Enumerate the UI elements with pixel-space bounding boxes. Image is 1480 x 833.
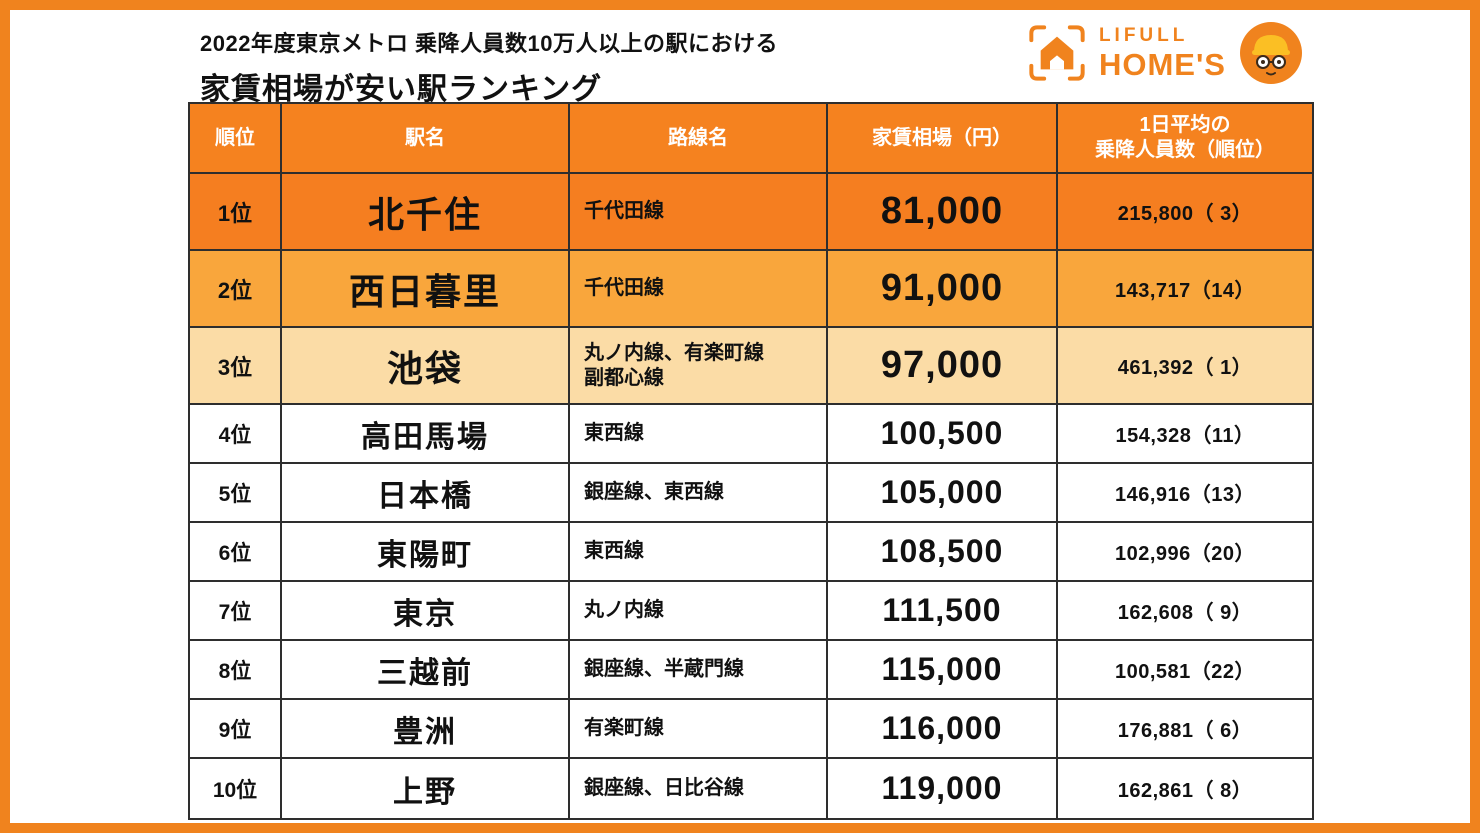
passengers-cell: 100,581（22） [1058,641,1312,700]
passengers-cell: 102,996（20） [1058,523,1312,582]
brand-homes-text: HOME'S [1098,47,1226,82]
passengers-cell: 176,881（ 6） [1058,700,1312,759]
header-station: 駅名 [282,104,570,174]
rent-cell: 115,000 [828,641,1058,700]
station-cell: 上野 [282,759,570,818]
brand-wordmark: LIFULL HOME'S [1099,26,1226,80]
line-cell: 有楽町線 [570,700,828,759]
passengers-cell: 143,717（14） [1058,251,1312,328]
passengers-cell: 461,392（ 1） [1058,328,1312,405]
line-cell: 銀座線、日比谷線 [570,759,828,818]
house-logo-icon [1029,25,1085,81]
rent-cell: 108,500 [828,523,1058,582]
station-cell: 西日暮里 [282,251,570,328]
rank-cell: 10位 [190,759,282,818]
station-cell: 豊洲 [282,700,570,759]
rank-cell: 2位 [190,251,282,328]
rent-cell: 111,500 [828,582,1058,641]
rank-cell: 3位 [190,328,282,405]
rank-cell: 7位 [190,582,282,641]
station-cell: 三越前 [282,641,570,700]
rent-cell: 100,500 [828,405,1058,464]
title-subline: 2022年度東京メトロ 乗降人員数10万人以上の駅における [200,31,779,56]
rank-cell: 4位 [190,405,282,464]
station-cell: 北千住 [282,174,570,251]
passengers-cell: 154,328（11） [1058,405,1312,464]
header-line: 路線名 [570,104,828,174]
rent-cell: 91,000 [828,251,1058,328]
station-cell: 池袋 [282,328,570,405]
rank-cell: 5位 [190,464,282,523]
station-cell: 東陽町 [282,523,570,582]
rent-cell: 81,000 [828,174,1058,251]
station-cell: 東京 [282,582,570,641]
passengers-cell: 146,916（13） [1058,464,1312,523]
header-passengers: 1日平均の 乗降人員数（順位） [1058,104,1312,174]
line-cell: 東西線 [570,523,828,582]
header-rent: 家賃相場（円） [828,104,1058,174]
rank-cell: 9位 [190,700,282,759]
page-title: 2022年度東京メトロ 乗降人員数10万人以上の駅における 家賃相場が安い駅ラン… [200,26,778,108]
header-rank: 順位 [190,104,282,174]
passengers-cell: 215,800（ 3） [1058,174,1312,251]
line-cell: 丸ノ内線 [570,582,828,641]
mascot-icon [1240,22,1302,84]
rank-cell: 1位 [190,174,282,251]
rent-cell: 97,000 [828,328,1058,405]
rent-cell: 105,000 [828,464,1058,523]
brand-logo: LIFULL HOME'S [1029,22,1302,84]
rent-cell: 116,000 [828,700,1058,759]
line-cell: 銀座線、半蔵門線 [570,641,828,700]
station-cell: 高田馬場 [282,405,570,464]
ranking-table: 順位 駅名 路線名 家賃相場（円） 1日平均の 乗降人員数（順位） 1位 北千住… [188,102,1314,820]
rank-cell: 6位 [190,523,282,582]
line-cell: 東西線 [570,405,828,464]
station-cell: 日本橋 [282,464,570,523]
title-mainline: 家賃相場が安い駅ランキング [200,73,603,106]
passengers-cell: 162,608（ 9） [1058,582,1312,641]
rank-cell: 8位 [190,641,282,700]
rent-cell: 119,000 [828,759,1058,818]
line-cell: 銀座線、東西線 [570,464,828,523]
brand-lifull-text: LIFULL [1098,25,1189,46]
line-cell: 千代田線 [570,174,828,251]
passengers-cell: 162,861（ 8） [1058,759,1312,818]
line-cell: 千代田線 [570,251,828,328]
line-cell: 丸ノ内線、有楽町線 副都心線 [570,328,828,405]
